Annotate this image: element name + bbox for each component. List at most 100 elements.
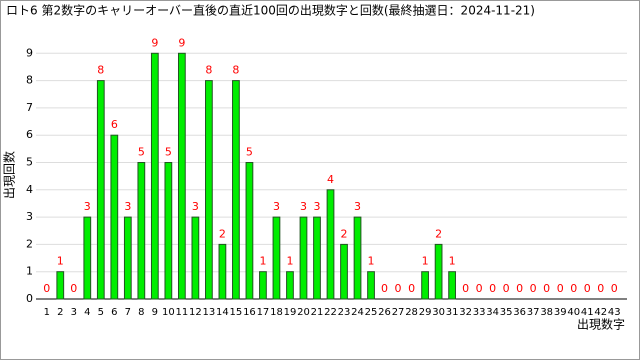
x-tick-label: 9 xyxy=(152,307,158,318)
y-tick-label: 1 xyxy=(26,265,33,278)
y-axis-label: 出現回数 xyxy=(2,151,17,199)
y-tick-label: 5 xyxy=(26,156,33,169)
x-tick-label: 37 xyxy=(527,307,540,318)
bar xyxy=(448,271,456,300)
x-tick-label: 21 xyxy=(311,307,324,318)
x-tick-label: 28 xyxy=(405,307,418,318)
value-label: 1 xyxy=(286,255,293,268)
value-label: 0 xyxy=(503,282,510,295)
y-tick-label: 7 xyxy=(26,101,33,114)
bar xyxy=(205,80,213,300)
bar xyxy=(110,134,119,300)
x-tick-label: 12 xyxy=(189,307,202,318)
x-tick-label: 16 xyxy=(243,307,256,318)
x-tick-label: 24 xyxy=(351,307,364,318)
value-label: 0 xyxy=(516,282,523,295)
value-label: 5 xyxy=(138,146,145,159)
x-tick-label: 22 xyxy=(324,307,337,318)
bar xyxy=(326,189,335,300)
x-tick-label: 19 xyxy=(284,307,297,318)
value-label: 3 xyxy=(354,200,361,213)
value-label: 1 xyxy=(57,255,64,268)
x-tick-label: 30 xyxy=(432,307,445,318)
bar xyxy=(96,80,105,300)
bar xyxy=(421,271,429,300)
bar xyxy=(259,271,267,300)
value-label: 2 xyxy=(219,227,226,240)
y-tick-label: 6 xyxy=(26,128,33,141)
value-label: 0 xyxy=(43,282,50,295)
x-tick-label: 3 xyxy=(71,307,77,318)
value-label: 9 xyxy=(151,36,158,49)
x-tick-label: 15 xyxy=(230,307,243,318)
x-tick-label: 41 xyxy=(581,307,594,318)
value-label: 0 xyxy=(597,282,604,295)
x-tick-label: 14 xyxy=(216,307,229,318)
value-label: 2 xyxy=(341,227,348,240)
value-label: 3 xyxy=(84,200,91,213)
x-tick-label: 35 xyxy=(500,307,513,318)
x-tick-label: 18 xyxy=(270,307,283,318)
y-tick-label: 0 xyxy=(26,292,33,305)
bar xyxy=(313,216,321,300)
x-tick-label: 20 xyxy=(297,307,310,318)
x-tick-label: 7 xyxy=(125,307,131,318)
value-label: 0 xyxy=(395,282,402,295)
x-tick-label: 4 xyxy=(84,307,90,318)
value-label: 1 xyxy=(368,255,375,268)
value-label: 3 xyxy=(273,200,280,213)
y-tick-label: 9 xyxy=(26,46,33,59)
bar xyxy=(56,271,65,300)
y-tick-label: 2 xyxy=(26,237,33,250)
bar xyxy=(286,271,294,300)
y-tick-label: 3 xyxy=(26,210,33,223)
bar xyxy=(353,216,362,300)
x-tick-label: 36 xyxy=(513,307,526,318)
x-tick-label: 27 xyxy=(392,307,405,318)
x-tick-label: 23 xyxy=(338,307,351,318)
value-label: 0 xyxy=(570,282,577,295)
value-label: 3 xyxy=(192,200,199,213)
value-label: 4 xyxy=(327,173,334,186)
bar xyxy=(272,216,281,300)
x-tick-label: 13 xyxy=(203,307,216,318)
value-label: 9 xyxy=(178,36,185,49)
value-label: 5 xyxy=(165,146,172,159)
x-tick-label: 34 xyxy=(486,307,499,318)
bar xyxy=(245,162,254,300)
value-label: 6 xyxy=(111,118,118,131)
bar xyxy=(164,162,173,300)
y-tick-label: 4 xyxy=(26,183,33,196)
value-label: 0 xyxy=(408,282,415,295)
bar xyxy=(191,216,200,300)
bar xyxy=(232,80,240,300)
value-label: 0 xyxy=(611,282,618,295)
value-label: 0 xyxy=(489,282,496,295)
x-tick-label: 8 xyxy=(138,307,144,318)
x-tick-label: 40 xyxy=(567,307,580,318)
value-label: 0 xyxy=(584,282,591,295)
value-label: 3 xyxy=(313,200,320,213)
bar xyxy=(177,52,186,300)
x-tick-label: 29 xyxy=(419,307,432,318)
x-tick-label: 39 xyxy=(554,307,567,318)
chart-title: ロト6 第2数字のキャリーオーバー直後の直近100回の出現数字と回数(最終抽選日… xyxy=(6,3,535,18)
value-label: 0 xyxy=(476,282,483,295)
x-tick-label: 25 xyxy=(365,307,378,318)
value-label: 0 xyxy=(70,282,77,295)
bar xyxy=(367,271,375,300)
x-tick-label: 11 xyxy=(176,307,189,318)
x-tick-label: 43 xyxy=(608,307,621,318)
bar xyxy=(150,52,159,300)
value-label: 3 xyxy=(124,200,131,213)
x-tick-label: 17 xyxy=(257,307,270,318)
x-tick-label: 32 xyxy=(459,307,472,318)
bar xyxy=(340,243,348,300)
bar xyxy=(218,243,227,300)
x-tick-label: 10 xyxy=(162,307,175,318)
value-label: 8 xyxy=(205,64,212,77)
x-tick-label: 1 xyxy=(44,307,50,318)
value-label: 1 xyxy=(449,255,456,268)
